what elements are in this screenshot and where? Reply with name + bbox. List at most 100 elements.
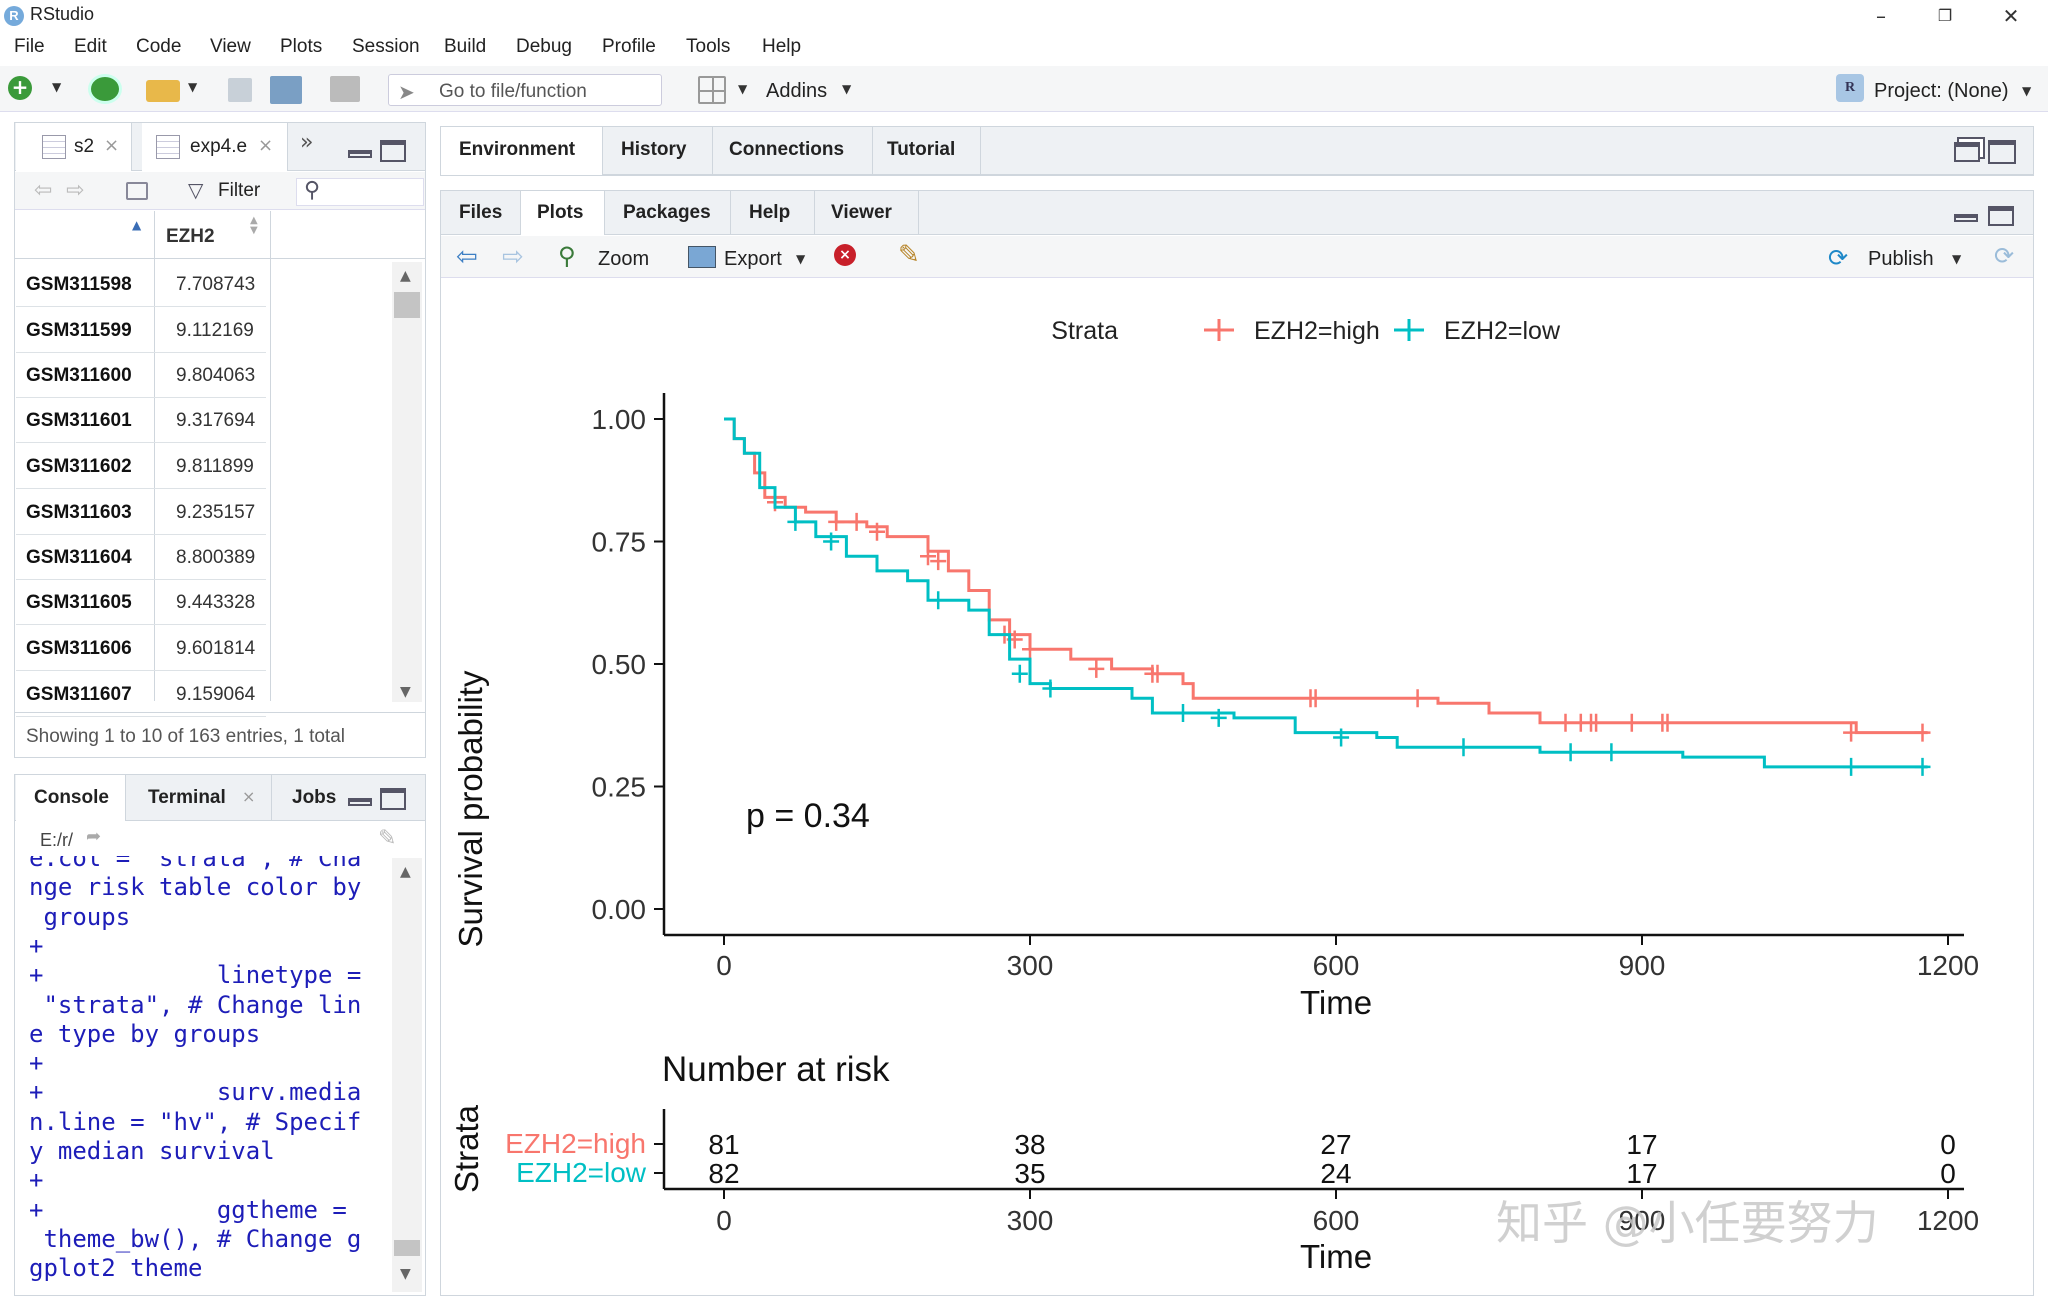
- menu-session[interactable]: Session: [352, 36, 420, 57]
- tab-packages[interactable]: Packages: [605, 191, 731, 235]
- filter-button[interactable]: Filter: [218, 180, 261, 201]
- tab-environment[interactable]: Environment: [441, 127, 603, 175]
- scroll-up-icon[interactable]: ▲: [400, 864, 411, 880]
- export-icon[interactable]: [688, 246, 716, 268]
- publish-button[interactable]: Publish: [1868, 248, 1934, 270]
- project-menu[interactable]: Project: (None): [1874, 80, 2009, 102]
- zoom-icon[interactable]: ⚲: [558, 242, 576, 270]
- remove-plot-icon[interactable]: ×: [834, 244, 856, 266]
- zoom-button[interactable]: Zoom: [598, 248, 650, 270]
- tab-files[interactable]: Files: [441, 191, 521, 235]
- menu-code[interactable]: Code: [136, 36, 182, 57]
- open-folder-icon[interactable]: [146, 80, 180, 102]
- tab-plots[interactable]: Plots: [521, 191, 605, 235]
- new-project-icon[interactable]: [88, 74, 122, 104]
- scroll-down-icon[interactable]: ▼: [400, 684, 411, 700]
- goto-file-input[interactable]: Go to file/function: [388, 74, 662, 106]
- tab-history[interactable]: History: [603, 127, 713, 175]
- y-tick-label: 0.50: [592, 649, 647, 680]
- back-arrow-icon[interactable]: ⇦: [456, 242, 478, 272]
- menu-profile[interactable]: Profile: [602, 36, 656, 57]
- column-header-ezh2[interactable]: EZH2: [166, 226, 215, 247]
- menu-help[interactable]: Help: [762, 36, 802, 57]
- addins-button[interactable]: Addins: [766, 80, 828, 102]
- publish-icon[interactable]: ⟳: [1828, 244, 1849, 272]
- filter-icon[interactable]: ▽: [188, 178, 204, 202]
- save-all-icon[interactable]: [270, 76, 302, 104]
- tab-viewer[interactable]: Viewer: [815, 191, 919, 235]
- refresh-icon[interactable]: ⟳: [1994, 242, 2015, 270]
- tab-connections[interactable]: Connections: [713, 127, 873, 175]
- menu-plots[interactable]: Plots: [280, 36, 323, 57]
- minimize-pane-icon[interactable]: [348, 798, 372, 806]
- menu-file[interactable]: File: [14, 36, 45, 57]
- minimize-pane-icon[interactable]: [348, 150, 372, 158]
- tab-tutorial[interactable]: Tutorial: [873, 127, 981, 175]
- row-value: 9.601814: [176, 638, 256, 659]
- menu-build[interactable]: Build: [444, 36, 487, 57]
- tab-exp4e[interactable]: exp4.e ×: [142, 123, 288, 171]
- tab-terminal[interactable]: Terminal ×: [126, 775, 272, 821]
- menu-tools[interactable]: Tools: [686, 36, 731, 57]
- print-icon[interactable]: [330, 76, 360, 102]
- close-tab-icon[interactable]: ×: [242, 787, 256, 806]
- workspace-panes-icon[interactable]: [698, 76, 726, 104]
- risk-x-tick-label: 300: [1007, 1205, 1054, 1236]
- censor-mark: [1843, 757, 1860, 776]
- minimize-pane-icon[interactable]: [1954, 214, 1978, 222]
- close-tab-icon[interactable]: ×: [258, 135, 274, 156]
- forward-arrow-icon[interactable]: ⇨: [502, 242, 524, 272]
- broom-icon[interactable]: ✎: [378, 826, 397, 851]
- goto-dir-icon[interactable]: ➦: [86, 826, 102, 847]
- menu-view[interactable]: View: [210, 36, 251, 57]
- new-file-icon[interactable]: +: [8, 76, 32, 100]
- sort-asc-icon[interactable]: ▲: [132, 218, 142, 232]
- chevron-down-icon[interactable]: ▼: [796, 252, 806, 266]
- risk-value: 24: [1320, 1158, 1351, 1189]
- maximize-pane-icon[interactable]: [380, 788, 406, 810]
- scrollbar-thumb[interactable]: [394, 1240, 420, 1256]
- close-icon[interactable]: ✕: [2002, 4, 2020, 28]
- back-arrow-icon[interactable]: ⇦: [34, 178, 53, 203]
- maximize-pane-icon[interactable]: [1988, 140, 2016, 164]
- console-line: +: [29, 1049, 44, 1078]
- tab-console[interactable]: Console: [16, 775, 126, 821]
- risk-table-x-label: Time: [1300, 1238, 1372, 1275]
- console-line: groups: [29, 902, 131, 931]
- console-output[interactable]: e.col = "strata", # Cha nge risk table co…: [15, 856, 391, 1294]
- chevron-down-icon[interactable]: ▼: [188, 80, 198, 94]
- menu-edit[interactable]: Edit: [74, 36, 107, 57]
- chevron-down-icon[interactable]: ▼: [52, 80, 62, 94]
- scrollbar[interactable]: [392, 858, 422, 1292]
- chevron-down-icon[interactable]: ▼: [1952, 252, 1962, 266]
- search-input[interactable]: [296, 178, 424, 206]
- chevron-down-icon[interactable]: ▼: [2022, 84, 2032, 98]
- maximize-pane-icon[interactable]: [380, 140, 406, 162]
- tab-help[interactable]: Help: [731, 191, 815, 235]
- chevron-down-icon[interactable]: ▼: [842, 82, 852, 96]
- chevron-down-icon[interactable]: ▼: [738, 82, 748, 96]
- restore-pane-icon[interactable]: [1954, 142, 1980, 162]
- entries-status: Showing 1 to 10 of 163 entries, 1 total: [26, 726, 345, 747]
- tab-s2[interactable]: s2 ×: [16, 123, 132, 171]
- scrollbar[interactable]: [392, 262, 422, 702]
- close-tab-icon[interactable]: ×: [104, 135, 120, 156]
- sort-icon[interactable]: ▲ ▼: [250, 215, 258, 236]
- tab-jobs[interactable]: Jobs: [272, 775, 340, 821]
- more-tabs-icon[interactable]: »: [300, 130, 314, 155]
- forward-arrow-icon[interactable]: ⇨: [66, 178, 85, 203]
- popout-icon[interactable]: [126, 182, 148, 200]
- restore-pane-icon[interactable]: [1988, 206, 2014, 226]
- scroll-down-icon[interactable]: ▼: [400, 1266, 411, 1282]
- scroll-up-icon[interactable]: ▲: [400, 268, 411, 284]
- restore-icon[interactable]: ❐: [1937, 6, 1953, 25]
- scrollbar-thumb[interactable]: [394, 292, 420, 318]
- row-id: GSM311604: [26, 547, 132, 568]
- menu-debug[interactable]: Debug: [516, 36, 572, 57]
- clear-all-broom-icon[interactable]: ✎: [898, 240, 920, 270]
- export-button[interactable]: Export: [724, 248, 782, 270]
- minimize-icon[interactable]: –: [1876, 4, 1886, 28]
- save-icon[interactable]: [228, 78, 252, 102]
- row-value: 9.804063: [176, 365, 256, 386]
- console-line: nge risk table color by: [29, 873, 362, 902]
